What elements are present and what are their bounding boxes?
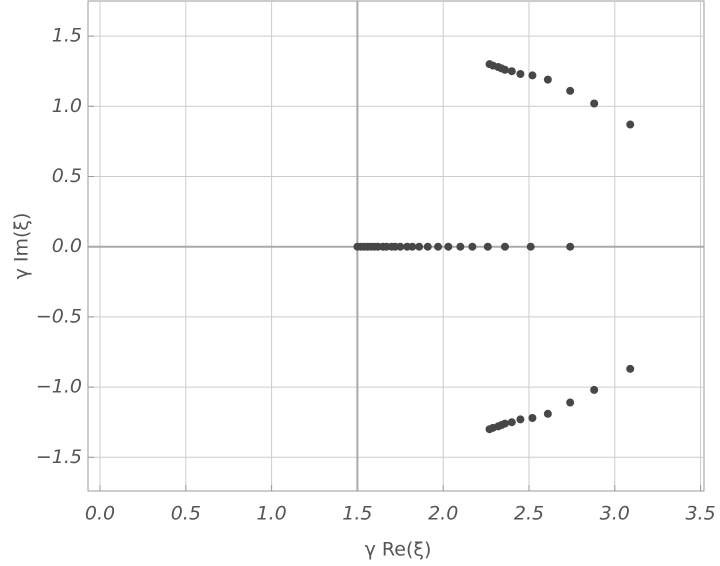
y-tick-label: −1.0 bbox=[36, 376, 82, 398]
point bbox=[396, 242, 405, 251]
point bbox=[566, 398, 575, 407]
point bbox=[468, 242, 477, 251]
point bbox=[500, 65, 509, 74]
point bbox=[483, 242, 492, 251]
point bbox=[444, 242, 453, 251]
point bbox=[500, 419, 509, 428]
point bbox=[456, 242, 465, 251]
x-tick-label: 2.5 bbox=[514, 503, 544, 525]
y-tick-label: 1.5 bbox=[52, 25, 82, 47]
x-tick-label: 3.5 bbox=[685, 503, 715, 525]
point bbox=[516, 415, 525, 424]
y-axis-label: γ Im(ξ) bbox=[11, 213, 33, 280]
y-tick-label: 0.5 bbox=[52, 165, 82, 187]
point bbox=[590, 385, 599, 394]
point bbox=[566, 86, 575, 95]
x-tick-label: 2.0 bbox=[428, 503, 458, 525]
y-tick-label: 1.0 bbox=[52, 95, 82, 117]
point bbox=[408, 242, 417, 251]
point bbox=[566, 242, 575, 251]
point bbox=[507, 418, 516, 427]
x-tick-label: 1.0 bbox=[256, 503, 286, 525]
point bbox=[626, 364, 635, 373]
x-tick-label: 0.5 bbox=[171, 503, 201, 525]
x-tick-label: 0.0 bbox=[85, 503, 115, 525]
point bbox=[526, 242, 535, 251]
y-tick-label: −1.5 bbox=[36, 446, 82, 468]
point bbox=[528, 413, 537, 422]
x-tick-label: 3.0 bbox=[600, 503, 630, 525]
point bbox=[507, 67, 516, 76]
y-tick-label: −0.5 bbox=[36, 305, 82, 327]
point bbox=[415, 242, 424, 251]
x-tick-label: 1.5 bbox=[342, 503, 372, 525]
point bbox=[626, 120, 635, 129]
point bbox=[516, 70, 525, 79]
point bbox=[500, 242, 509, 251]
point bbox=[528, 71, 537, 80]
point bbox=[590, 99, 599, 108]
point bbox=[543, 409, 552, 418]
x-axis-label: γ Re(ξ) bbox=[365, 539, 432, 561]
point bbox=[543, 75, 552, 84]
point bbox=[434, 242, 443, 251]
point bbox=[423, 242, 432, 251]
y-tick-label: 0.0 bbox=[52, 235, 82, 257]
